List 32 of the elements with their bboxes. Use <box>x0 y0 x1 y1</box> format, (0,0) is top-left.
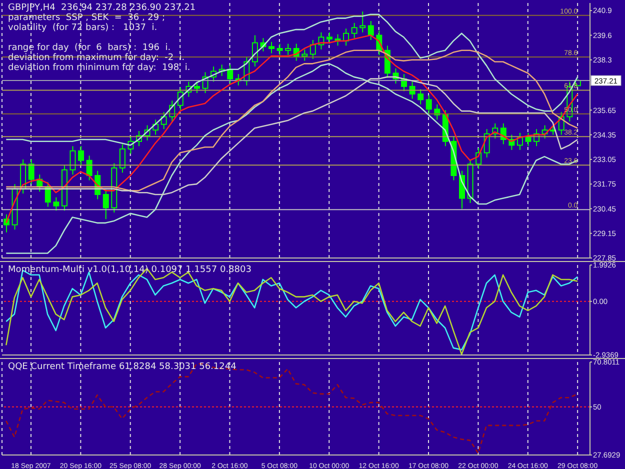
candlestick <box>194 81 200 94</box>
candlestick <box>28 158 34 185</box>
candlestick <box>102 189 109 220</box>
candlestick <box>53 196 60 212</box>
candlestick <box>160 112 167 130</box>
candlestick <box>177 86 184 111</box>
candlestick <box>268 41 275 54</box>
annotation: range for day (for 6 bars) : 196 i. <box>8 43 172 53</box>
candlestick <box>276 43 283 56</box>
candlestick <box>285 43 292 56</box>
annotation: volatility (for 72 bars) : 1037 i. <box>8 23 158 33</box>
candlestick <box>426 94 432 114</box>
annotation: deviation from minimum for day: 198 i. <box>8 63 192 73</box>
chart-title: QQE Current Timeframe 61.8284 58.3031 56.1244 <box>8 362 236 372</box>
annotation: parameters SSP , SEK = 36 , 29 ; <box>8 13 166 23</box>
candlestick <box>119 144 126 174</box>
candlestick <box>78 146 84 166</box>
candlestick <box>418 88 424 105</box>
candlestick <box>360 11 366 33</box>
line-series <box>5 363 578 454</box>
candlestick <box>310 39 316 60</box>
line-series <box>5 63 578 254</box>
candlestick <box>368 20 374 40</box>
candlestick <box>86 155 92 181</box>
candlestick <box>302 48 308 62</box>
candlestick <box>525 132 532 147</box>
candlestick <box>351 22 358 39</box>
candlestick <box>227 64 234 84</box>
candlestick <box>70 146 76 176</box>
candlestick <box>326 32 332 44</box>
chart-title: GBPJPY,H4 236.94 237.28 236.90 237.21 <box>8 3 196 13</box>
annotation: deviation from maximum for day: -2 i. <box>8 53 186 63</box>
